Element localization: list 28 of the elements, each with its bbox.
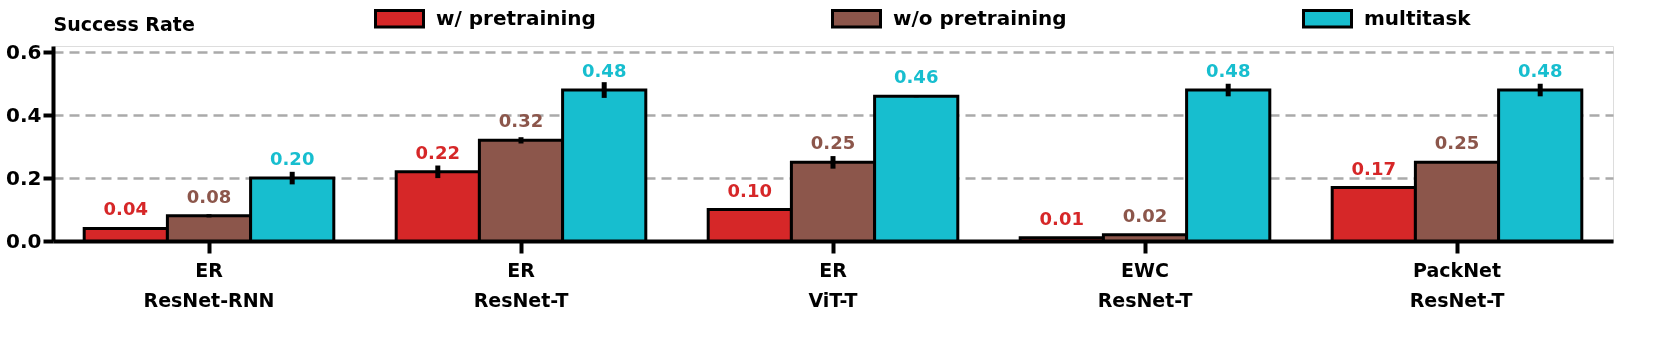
- data-label: 0.22: [415, 141, 461, 163]
- data-label: 0.48: [1517, 60, 1563, 82]
- data-label: 0.04: [103, 198, 149, 220]
- data-label: 0.32: [498, 110, 544, 132]
- legend-label: w/ pretraining: [436, 5, 596, 30]
- y-tick-label: 0.4: [6, 102, 42, 127]
- x-tick-label: ER ViT-T: [808, 258, 858, 311]
- x-tick-label: ER ResNet-T: [473, 258, 569, 311]
- data-label: 0.48: [1205, 60, 1251, 82]
- y-axis-title: Success Rate: [53, 12, 195, 35]
- data-label: 0.08: [186, 185, 232, 207]
- data-label: 0.10: [727, 179, 773, 201]
- data-label: 0.46: [893, 66, 939, 88]
- x-tick-label: EWC ResNet-T: [1097, 258, 1193, 311]
- y-tick-label: 0.6: [6, 39, 42, 64]
- data-label: 0.17: [1351, 157, 1397, 179]
- y-tick-label: 0.2: [6, 165, 42, 190]
- legend-label: w/o pretraining: [893, 5, 1067, 30]
- data-label: 0.20: [269, 148, 315, 170]
- data-label: 0.25: [810, 132, 856, 154]
- x-tick-label: PackNet ResNet-T: [1409, 258, 1505, 311]
- data-label: 0.01: [1039, 207, 1085, 229]
- x-tick-label: ER ResNet-RNN: [143, 258, 275, 311]
- data-label: 0.48: [581, 60, 627, 82]
- data-label: 0.25: [1434, 132, 1480, 154]
- legend-label: multitask: [1364, 5, 1472, 30]
- data-label: 0.02: [1122, 204, 1168, 226]
- y-tick-label: 0.0: [6, 228, 42, 253]
